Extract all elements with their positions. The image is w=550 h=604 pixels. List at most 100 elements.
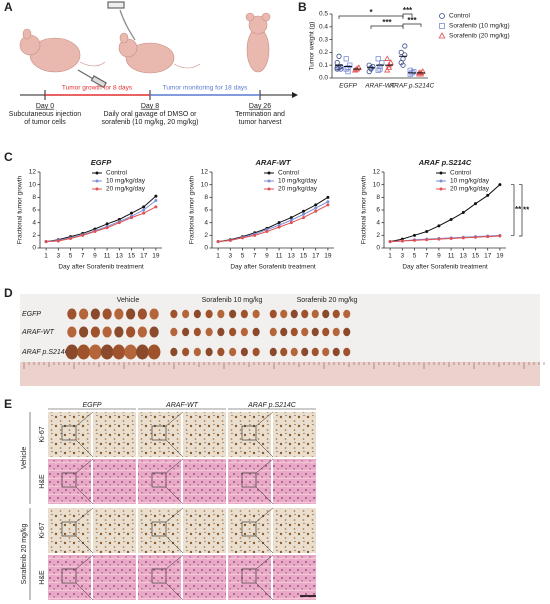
tumor <box>290 309 298 319</box>
tumor <box>77 344 90 360</box>
tumor <box>114 326 124 338</box>
data-point <box>289 218 293 222</box>
data-point <box>314 203 318 207</box>
zoom-box <box>61 568 77 584</box>
data-point <box>338 63 344 70</box>
tumor <box>182 347 190 357</box>
x-tick-label: 7 <box>81 253 85 260</box>
tumor <box>343 327 351 337</box>
data-point <box>334 60 340 66</box>
y-tick-label: 8 <box>204 194 208 201</box>
data-point <box>130 211 133 215</box>
tumor <box>170 327 178 337</box>
data-point <box>400 239 404 243</box>
legend-dot <box>439 187 443 191</box>
data-point <box>375 67 381 73</box>
x-tick-label: 1 <box>44 253 48 260</box>
data-point <box>81 233 85 237</box>
series-line <box>389 184 501 243</box>
tumor <box>343 309 351 319</box>
event-text: Termination and <box>235 111 285 118</box>
tumor <box>114 308 124 320</box>
data-point <box>398 49 404 56</box>
histology-column-label: EGFP <box>82 402 101 409</box>
tumor <box>301 347 309 357</box>
histology-zoom <box>273 508 316 553</box>
data-point <box>438 32 446 39</box>
tumor <box>311 309 319 319</box>
x-tick-label: 9 <box>93 253 97 260</box>
chart-title: ARAF-WT <box>255 158 292 167</box>
zoom-line <box>75 411 94 427</box>
y-tick-label: 2 <box>32 232 36 239</box>
data-point <box>142 208 146 212</box>
histology-zoom <box>273 412 316 457</box>
zoom-line <box>165 486 184 505</box>
zoom-line <box>165 582 184 601</box>
zoom-line <box>75 535 94 554</box>
zoom-line <box>255 486 274 505</box>
tumor <box>67 326 77 338</box>
x-tick-label: 17 <box>312 253 320 260</box>
tumor <box>332 347 340 357</box>
data-point <box>347 62 353 68</box>
tumor <box>90 326 100 338</box>
y-tick-label: 10 <box>201 181 209 188</box>
significance-bracket <box>511 184 515 236</box>
tumor <box>332 309 340 319</box>
legend-dot <box>439 171 443 175</box>
histology-zoom <box>183 412 226 457</box>
y-tick-label: 0 <box>376 245 380 252</box>
tumor <box>290 327 298 337</box>
data-point <box>384 55 391 61</box>
significance-bracket <box>370 25 404 29</box>
x-tick-label: EGFP <box>339 83 357 90</box>
zoom-line <box>255 439 274 458</box>
ruler <box>20 362 540 386</box>
y-tick-label: 0 <box>204 245 208 252</box>
y-tick-label: 0.3 <box>319 36 328 43</box>
stain-label: H&E <box>39 570 46 585</box>
data-point <box>439 23 445 29</box>
chart-title: EGFP <box>91 158 112 167</box>
syringe <box>77 1 136 89</box>
series-line <box>390 235 500 243</box>
tumor <box>229 309 237 319</box>
x-tick-label: 13 <box>288 253 296 260</box>
tumor <box>137 308 147 320</box>
legend-label: 10 mg/kg/day <box>278 178 318 185</box>
zoom-box <box>151 425 167 441</box>
histology-column-label: ARAF-WT <box>165 402 199 409</box>
y-tick-label: 6 <box>204 207 208 214</box>
tumor <box>252 309 260 319</box>
data-point <box>277 225 281 229</box>
data-point <box>449 218 453 221</box>
tumor <box>205 327 213 337</box>
x-tick-label: 3 <box>400 253 404 260</box>
y-tick-label: 8 <box>376 194 380 201</box>
zoom-line <box>255 554 274 570</box>
zoom-box <box>151 568 167 584</box>
tumor <box>322 327 330 337</box>
x-tick-label: 3 <box>228 253 232 260</box>
data-point <box>154 199 158 202</box>
tumor <box>102 308 112 320</box>
y-tick-label: 4 <box>32 219 36 226</box>
data-point <box>437 224 441 228</box>
histology-zoom <box>93 412 136 457</box>
data-point <box>449 237 453 240</box>
tumor <box>126 308 136 320</box>
tumor <box>217 347 225 357</box>
data-point <box>253 233 257 237</box>
event-text: Subcutaneous injection <box>9 111 81 118</box>
event-day: Day 0 <box>36 103 54 110</box>
data-point <box>93 230 97 234</box>
significance-label: ** <box>515 205 522 214</box>
tumor <box>182 309 190 319</box>
tumor <box>252 327 260 337</box>
stain-label: H&E <box>39 474 46 489</box>
tumor <box>79 308 89 320</box>
data-point <box>336 53 342 59</box>
x-tick-label: 1 <box>388 253 392 260</box>
tumor <box>149 326 159 338</box>
